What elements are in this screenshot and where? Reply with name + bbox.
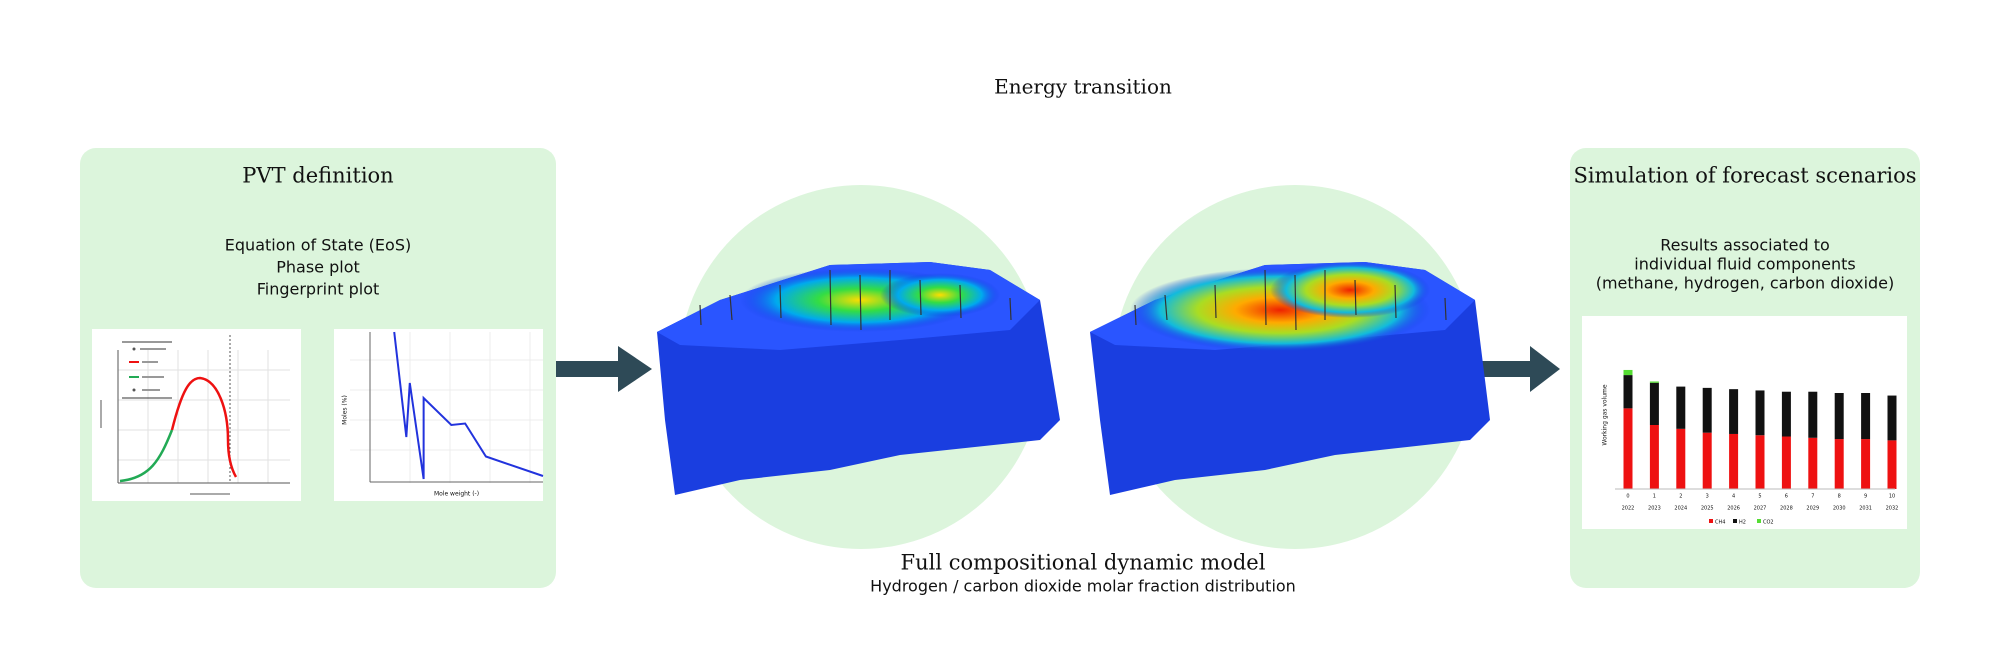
pvt-item: Phase plot [276,258,360,277]
pvt-item: Equation of State (EoS) [225,236,411,255]
legend-label: CH4 [1715,520,1725,526]
x-tick-label: 8 [1838,494,1841,500]
bar-segment [1755,390,1765,436]
x-tick-label: 3 [1706,494,1709,500]
x-tick-label: 0 [1626,494,1629,500]
x-year-label: 2032 [1886,506,1899,512]
forecast-description: Results associated to [1660,236,1830,255]
bar-segment [1755,435,1765,489]
reservoir-render [1090,262,1490,495]
bar-segment [1729,389,1739,434]
x-year-label: 2023 [1648,506,1661,512]
x-tick-label: 10 [1889,494,1895,500]
x-tick-label: 1 [1653,494,1656,500]
bar-segment [1623,375,1633,409]
model-subtitle: Hydrogen / carbon dioxide molar fraction… [870,577,1296,596]
bar-segment [1861,439,1871,489]
plot-bg [334,329,543,501]
bar-segment [1623,408,1633,489]
bar-segment [1623,369,1633,376]
forecast-description: individual fluid components [1634,255,1856,274]
x-year-label: 2027 [1754,506,1767,512]
fingerprint-line [393,331,544,480]
x-tick-label: 4 [1732,494,1735,500]
x-year-label: 2024 [1674,506,1687,512]
forecast-title: Simulation of forecast scenarios [1573,164,1916,188]
model-title: Full compositional dynamic model [901,551,1266,575]
x-year-label: 2028 [1780,506,1793,512]
y-axis-label: Moles (%) [342,395,349,425]
legend-swatch [1757,519,1761,523]
bar-segment [1887,440,1897,489]
y-axis-label: Working gas volume [1602,384,1609,445]
bar-segment [1834,439,1844,489]
bar-segment [1861,393,1871,440]
bar-segment [1808,437,1818,489]
x-axis-label: Mole weight (-) [434,491,479,498]
main-title: Energy transition [994,75,1172,99]
bar-segment [1649,381,1659,383]
plot-bg [1582,316,1907,529]
fingerprint-plot: Mole weight (-) Moles (%) [334,329,544,501]
x-tick-label: 6 [1785,494,1788,500]
pvt-title: PVT definition [242,164,393,188]
bar-segment [1781,391,1791,437]
x-year-label: 2022 [1622,506,1635,512]
x-tick-label: 5 [1758,494,1761,500]
reservoir-render [657,262,1060,495]
legend-swatch [1709,519,1713,523]
bar-segment [1781,436,1791,489]
x-tick-label: 7 [1811,494,1814,500]
phase-plot [92,329,301,501]
bar-segment [1676,386,1686,429]
forecast-description: (methane, hydrogen, carbon dioxide) [1596,274,1895,293]
forecast-chart: Working gas volume 0 2022 1 2023 2 2024 3 2025 4… [1582,316,1907,529]
x-year-label: 2025 [1701,506,1714,512]
bar-segment [1676,428,1686,489]
pvt-item: Fingerprint plot [257,280,380,299]
bar-segment [1729,433,1739,489]
bar-segment [1649,425,1659,489]
arrow [556,346,652,392]
bar-segment [1702,432,1712,489]
legend-label: H2 [1739,520,1746,526]
plot-bg [92,329,301,501]
x-year-label: 2026 [1727,506,1740,512]
bar-segment [1834,393,1844,440]
bar-segment [1887,395,1897,441]
bar-segment [1649,382,1659,425]
x-year-label: 2030 [1833,506,1846,512]
arrow [1482,346,1560,392]
bar-segment [1808,391,1818,438]
x-tick-label: 2 [1679,494,1682,500]
x-tick-label: 9 [1864,494,1867,500]
x-year-label: 2029 [1806,506,1819,512]
legend-label: CO2 [1763,520,1774,526]
x-year-label: 2031 [1859,506,1872,512]
bar-segment [1702,387,1712,433]
legend-swatch [1733,519,1737,523]
